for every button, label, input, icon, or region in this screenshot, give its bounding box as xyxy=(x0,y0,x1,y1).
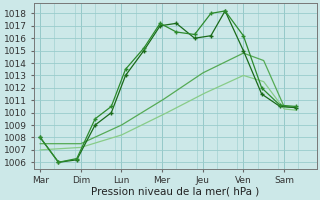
X-axis label: Pression niveau de la mer( hPa ): Pression niveau de la mer( hPa ) xyxy=(91,187,260,197)
